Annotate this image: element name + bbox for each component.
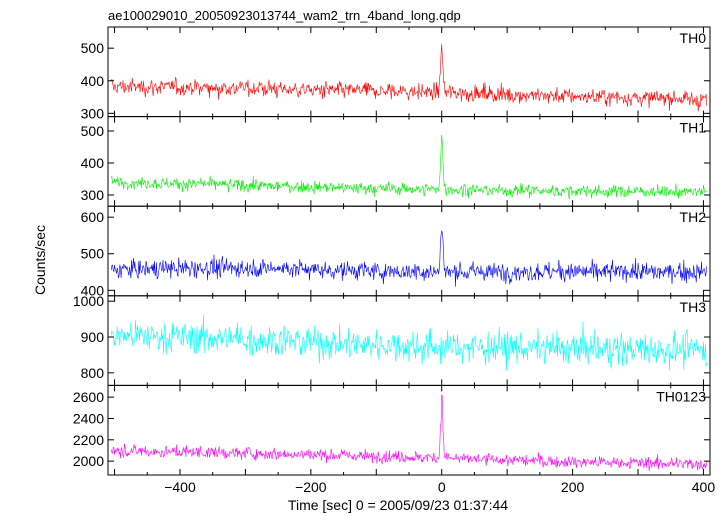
y-tick-label: 500 bbox=[81, 246, 105, 262]
panel-label: TH0 bbox=[680, 30, 707, 46]
y-tick-label: 900 bbox=[81, 329, 105, 345]
y-axis-label: Counts/sec bbox=[32, 225, 48, 295]
panel-frame bbox=[107, 384, 711, 476]
x-axis-label: Time [sec] 0 = 2005/09/23 01:37:44 bbox=[288, 497, 508, 513]
y-tick-label: 500 bbox=[81, 40, 105, 56]
y-tick-label: 1000 bbox=[73, 293, 104, 309]
y-tick-label: 2200 bbox=[73, 432, 104, 448]
y-tick-label: 400 bbox=[81, 282, 105, 298]
series-line-th3 bbox=[111, 314, 707, 371]
panel-th0: 300 400 500 TH0 bbox=[81, 26, 711, 121]
y-tick-label: 400 bbox=[81, 73, 105, 89]
y-tick-label: 300 bbox=[81, 105, 105, 121]
x-tick-label: −400 bbox=[164, 479, 196, 495]
panel-frame bbox=[107, 295, 711, 386]
x-axis: −400 −200 0 200 400 bbox=[164, 479, 715, 495]
panels: 300 400 500 TH0 300 400 500 TH1 400 500 600 TH2 800 9… bbox=[73, 26, 711, 476]
y-tick-label: 800 bbox=[81, 365, 105, 381]
x-tick-label: 200 bbox=[561, 479, 585, 495]
series-line-th0 bbox=[111, 44, 707, 112]
panel-th3: 800 900 1000 TH3 bbox=[73, 293, 711, 386]
panel-th2: 400 500 600 TH2 bbox=[81, 205, 711, 298]
x-tick-label: 400 bbox=[692, 479, 716, 495]
panel-label: TH0123 bbox=[656, 388, 706, 404]
chart-title: ae100029010_20050923013744_wam2_trn_4ban… bbox=[108, 8, 461, 23]
y-tick-label: 2000 bbox=[73, 453, 104, 469]
y-tick-label: 2400 bbox=[73, 410, 104, 426]
x-tick-label: 0 bbox=[438, 479, 446, 495]
panel-frame bbox=[107, 26, 711, 118]
panel-label: TH2 bbox=[680, 209, 707, 225]
series-line-th1 bbox=[111, 134, 707, 200]
y-tick-label: 500 bbox=[81, 123, 105, 139]
panel-label: TH1 bbox=[680, 120, 707, 136]
panel-th1: 300 400 500 TH1 bbox=[81, 116, 711, 207]
series-line-th0123 bbox=[111, 394, 707, 471]
y-tick-label: 2600 bbox=[73, 389, 104, 405]
panel-label: TH3 bbox=[680, 299, 707, 315]
y-tick-label: 400 bbox=[81, 155, 105, 171]
panel-frame bbox=[107, 205, 711, 297]
panel-th0123: 2000 2200 2400 2600 TH0123 bbox=[73, 384, 711, 476]
y-tick-label: 600 bbox=[81, 209, 105, 225]
x-tick-label: −200 bbox=[295, 479, 327, 495]
panel-frame bbox=[107, 116, 711, 207]
y-tick-label: 300 bbox=[81, 187, 105, 203]
series-line-th2 bbox=[111, 230, 707, 287]
